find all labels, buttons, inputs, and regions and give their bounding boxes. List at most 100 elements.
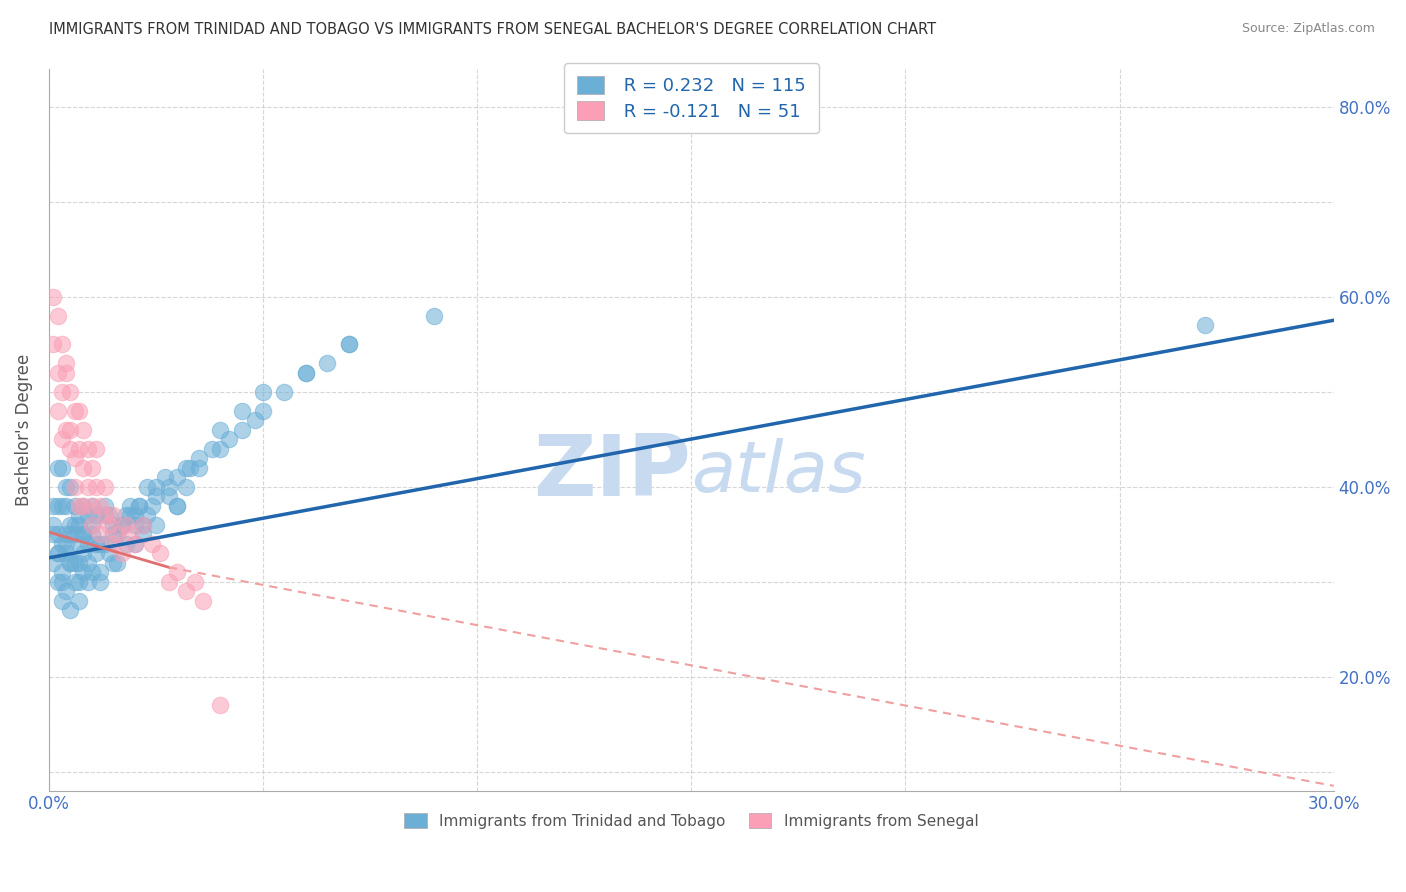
Point [166, 499, 188, 513]
Point [46, 546, 69, 560]
Point [187, 451, 209, 466]
Point [124, 508, 146, 522]
Point [166, 499, 188, 513]
Point [132, 517, 155, 532]
Point [59, 384, 82, 399]
Point [103, 527, 125, 541]
Point [187, 460, 209, 475]
Point [55, 499, 77, 513]
Point [84, 442, 107, 456]
Point [42, 517, 65, 532]
Point [80, 499, 103, 513]
Point [67, 517, 90, 532]
Point [55, 479, 77, 493]
Point [107, 527, 129, 541]
Point [115, 508, 138, 522]
Point [157, 489, 180, 503]
Point [72, 460, 94, 475]
Point [93, 536, 115, 550]
Point [63, 451, 86, 466]
Point [120, 527, 142, 541]
Point [46, 309, 69, 323]
Point [141, 536, 163, 550]
Point [191, 593, 214, 607]
Point [93, 479, 115, 493]
Point [97, 508, 120, 522]
Text: atlas: atlas [692, 438, 866, 508]
Point [141, 499, 163, 513]
Point [243, 413, 266, 427]
Point [128, 499, 150, 513]
Point [136, 479, 159, 493]
Point [252, 403, 274, 417]
Point [107, 527, 129, 541]
Point [42, 527, 65, 541]
Point [84, 536, 107, 550]
Point [59, 603, 82, 617]
Point [157, 479, 180, 493]
Point [63, 403, 86, 417]
Point [42, 289, 65, 303]
Point [89, 574, 111, 589]
Point [174, 460, 197, 475]
Point [59, 479, 82, 493]
Point [93, 508, 115, 522]
Point [67, 556, 90, 570]
Point [59, 556, 82, 570]
Point [42, 499, 65, 513]
Point [201, 442, 224, 456]
Point [72, 499, 94, 513]
Point [132, 517, 155, 532]
Point [67, 508, 90, 522]
Point [183, 574, 205, 589]
Legend: Immigrants from Trinidad and Tobago, Immigrants from Senegal: Immigrants from Trinidad and Tobago, Imm… [398, 806, 984, 835]
Point [51, 432, 73, 446]
Point [80, 517, 103, 532]
Point [76, 479, 98, 493]
Point [46, 403, 69, 417]
Point [145, 489, 167, 503]
Point [174, 584, 197, 599]
Point [46, 366, 69, 380]
Point [89, 565, 111, 579]
Point [166, 470, 188, 484]
Point [107, 556, 129, 570]
Point [51, 384, 73, 399]
Text: Source: ZipAtlas.com: Source: ZipAtlas.com [1241, 22, 1375, 36]
Point [59, 442, 82, 456]
Point [93, 499, 115, 513]
Point [136, 508, 159, 522]
Point [67, 574, 90, 589]
Point [76, 574, 98, 589]
Point [46, 546, 69, 560]
Point [273, 384, 295, 399]
Point [337, 337, 360, 351]
Point [1194, 318, 1216, 332]
Point [84, 479, 107, 493]
Point [89, 536, 111, 550]
Point [72, 423, 94, 437]
Point [59, 517, 82, 532]
Point [337, 337, 360, 351]
Point [80, 460, 103, 475]
Point [67, 536, 90, 550]
Point [67, 442, 90, 456]
Point [76, 442, 98, 456]
Point [59, 556, 82, 570]
Point [51, 574, 73, 589]
Point [103, 517, 125, 532]
Point [76, 536, 98, 550]
Point [209, 423, 232, 437]
Point [209, 698, 232, 712]
Point [295, 366, 318, 380]
Point [59, 423, 82, 437]
Point [55, 366, 77, 380]
Point [80, 565, 103, 579]
Point [132, 527, 155, 541]
Point [63, 499, 86, 513]
Point [124, 517, 146, 532]
Point [111, 517, 134, 532]
Text: IMMIGRANTS FROM TRINIDAD AND TOBAGO VS IMMIGRANTS FROM SENEGAL BACHELOR'S DEGREE: IMMIGRANTS FROM TRINIDAD AND TOBAGO VS I… [49, 22, 936, 37]
Text: ZIP: ZIP [533, 432, 692, 515]
Point [76, 508, 98, 522]
